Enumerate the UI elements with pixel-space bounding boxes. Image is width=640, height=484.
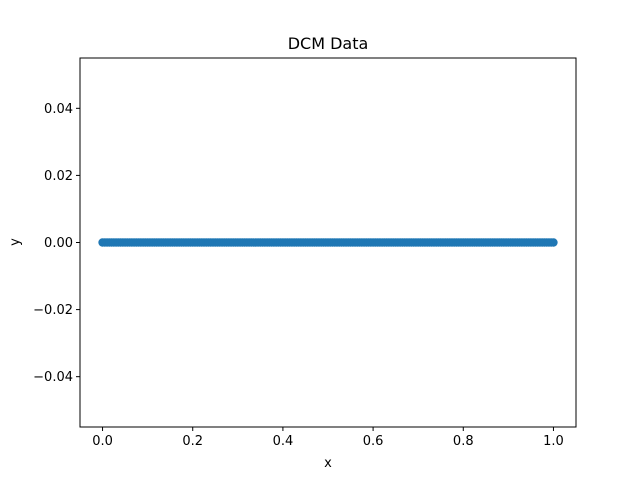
y-tick-label: 0.00 xyxy=(44,236,73,251)
x-tick-label: 0.2 xyxy=(182,434,203,449)
y-tick-label: −0.02 xyxy=(33,303,73,318)
data-point xyxy=(549,238,558,247)
x-tick-label: 1.0 xyxy=(543,434,564,449)
y-axis-label: y xyxy=(8,238,23,246)
y-tick-label: −0.04 xyxy=(33,370,73,385)
x-tick-label: 0.0 xyxy=(92,434,113,449)
plot-area-frame xyxy=(79,57,577,428)
x-tick-label: 0.4 xyxy=(273,434,294,449)
y-axis-ticks: −0.04 −0.02 0.00 0.02 0.04 xyxy=(33,102,80,385)
y-tick-label: 0.02 xyxy=(44,169,73,184)
chart-title: DCM Data xyxy=(288,34,369,53)
y-tick-label: 0.04 xyxy=(44,102,73,117)
x-axis-ticks: 0.0 0.2 0.4 0.6 0.8 1.0 xyxy=(92,427,564,449)
points-layer xyxy=(98,238,558,247)
x-axis-label: x xyxy=(324,456,332,471)
x-tick-label: 0.8 xyxy=(453,434,474,449)
x-tick-label: 0.6 xyxy=(363,434,384,449)
